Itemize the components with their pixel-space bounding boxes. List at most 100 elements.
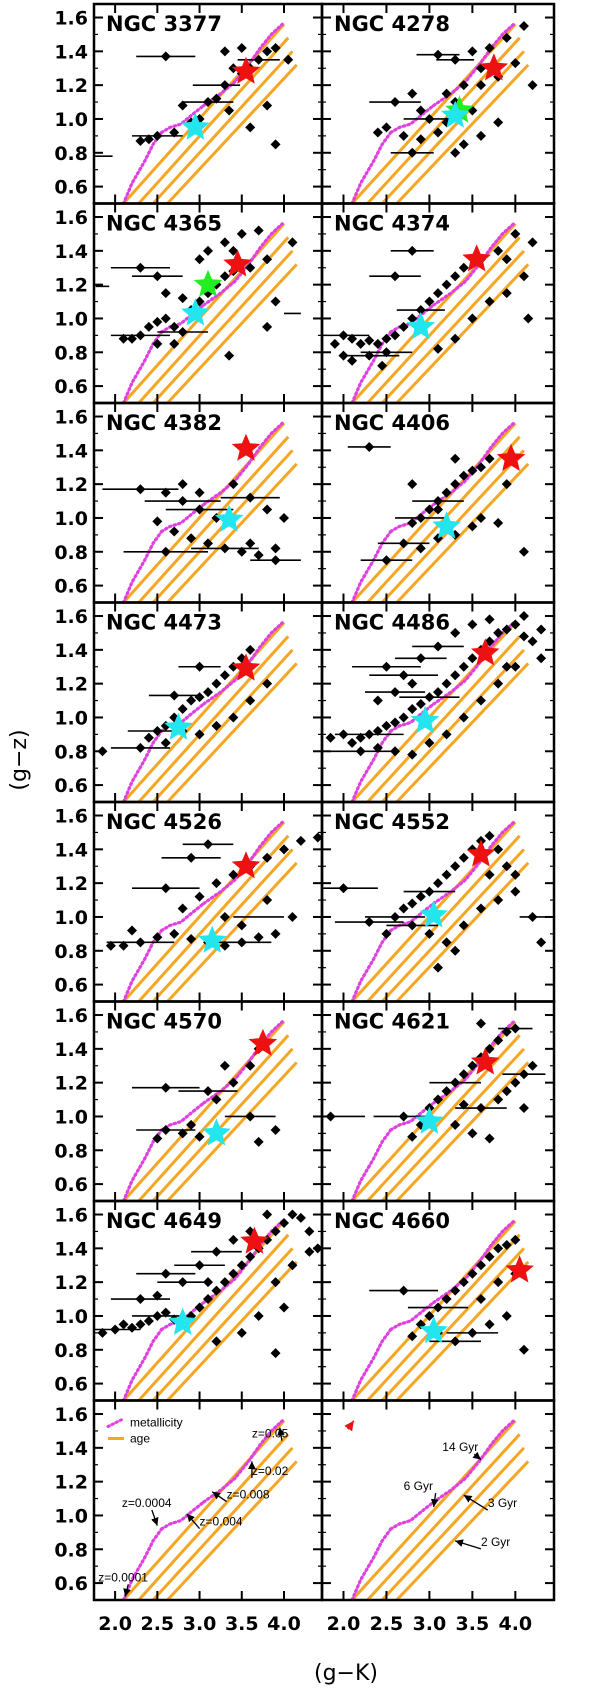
data-point (450, 1336, 461, 1347)
data-point (467, 619, 478, 630)
age-track (137, 834, 290, 1002)
data-point (262, 852, 273, 863)
data-point (186, 1119, 197, 1130)
data-point (118, 940, 129, 951)
data-point (211, 678, 222, 689)
data-point (475, 903, 486, 914)
data-point (390, 271, 401, 282)
data-point (501, 1310, 512, 1321)
data-point (475, 1294, 486, 1305)
panel-label: NGC 4621 (334, 1010, 450, 1034)
panel: NGC 4526 (105, 810, 322, 1002)
data-point (270, 928, 281, 939)
data-point (177, 496, 188, 507)
data-point (364, 335, 375, 346)
data-point (186, 533, 197, 544)
data-point (194, 254, 205, 265)
panel: NGC 4406 (334, 411, 530, 603)
data-point (398, 1285, 409, 1296)
age-track (152, 848, 294, 1002)
star-red (505, 1255, 534, 1283)
data-point (152, 130, 163, 141)
data-point (169, 928, 180, 939)
data-point (219, 237, 230, 248)
annotation-label: 6 Gyr (404, 1479, 433, 1493)
annotation-arrow (186, 1513, 201, 1530)
data-point (194, 1131, 205, 1142)
data-point (270, 42, 281, 53)
age-track (366, 1433, 521, 1600)
data-point (390, 911, 401, 922)
y-tick-label: 0.8 (54, 143, 88, 165)
data-point (325, 732, 336, 743)
data-point (458, 1069, 469, 1080)
data-point (501, 661, 512, 672)
data-point (127, 1322, 137, 1333)
annotation-arrow (430, 1493, 439, 1508)
age-track (381, 1247, 526, 1401)
data-point (194, 1302, 205, 1313)
data-point (527, 636, 538, 647)
data-point (169, 127, 180, 138)
data-point (493, 1277, 504, 1288)
panel-label: NGC 4374 (334, 212, 450, 236)
data-point (372, 725, 383, 736)
data-point (236, 937, 247, 948)
data-point (194, 729, 205, 740)
star-cyan (202, 1118, 231, 1146)
y-tick-label: 1.0 (54, 508, 88, 530)
y-tick-label: 1.6 (54, 1205, 88, 1227)
y-tick-label: 1.2 (54, 873, 88, 895)
x-tick-label: 3.0 (183, 1613, 217, 1635)
age-track (152, 249, 294, 403)
y-tick-label: 1.0 (54, 1306, 88, 1328)
data-point (484, 1133, 495, 1144)
data-point (372, 695, 383, 706)
data-point (135, 330, 146, 341)
data-point (177, 479, 188, 490)
data-point (475, 1260, 486, 1271)
data-point (203, 538, 213, 549)
data-point (245, 695, 256, 706)
data-point (458, 1099, 469, 1110)
data-point (304, 1226, 315, 1237)
data-point (169, 690, 180, 701)
data-point (390, 97, 401, 108)
y-tick-label: 0.6 (54, 177, 88, 199)
data-point (407, 920, 418, 931)
data-point (186, 695, 197, 706)
legend-label: age (130, 1432, 150, 1446)
y-tick-label: 0.8 (54, 1140, 88, 1162)
y-tick-label: 1.2 (54, 1272, 88, 1294)
star-cyan (432, 511, 461, 539)
data-point (407, 245, 418, 256)
data-point (211, 720, 222, 731)
data-point (152, 271, 163, 282)
panel-label: NGC 4473 (106, 611, 222, 635)
annotation-label: z=0.0001 (98, 1570, 148, 1584)
data-point (475, 695, 486, 706)
data-point (450, 670, 461, 681)
data-point (450, 1119, 461, 1130)
age-track (166, 1460, 298, 1600)
data-point (501, 32, 512, 43)
data-point (433, 962, 443, 973)
panel: NGC 4365 (95, 212, 301, 403)
data-point (510, 58, 521, 69)
panel-label: NGC 4278 (334, 12, 450, 36)
data-point (458, 712, 469, 723)
age-track (137, 236, 290, 403)
data-point (110, 1324, 121, 1335)
age-track (137, 635, 290, 802)
data-point (135, 1319, 146, 1330)
data-point (407, 147, 418, 158)
y-tick-label: 1.4 (54, 839, 88, 861)
panel-label: NGC 4649 (106, 1209, 222, 1233)
star-red (231, 56, 261, 84)
star-cyan (168, 1307, 197, 1335)
panel: NGC 4570 (106, 1010, 298, 1201)
y-tick-label: 0.8 (54, 941, 88, 963)
data-point (424, 928, 435, 939)
age-track (366, 635, 521, 802)
data-point (407, 1131, 418, 1142)
